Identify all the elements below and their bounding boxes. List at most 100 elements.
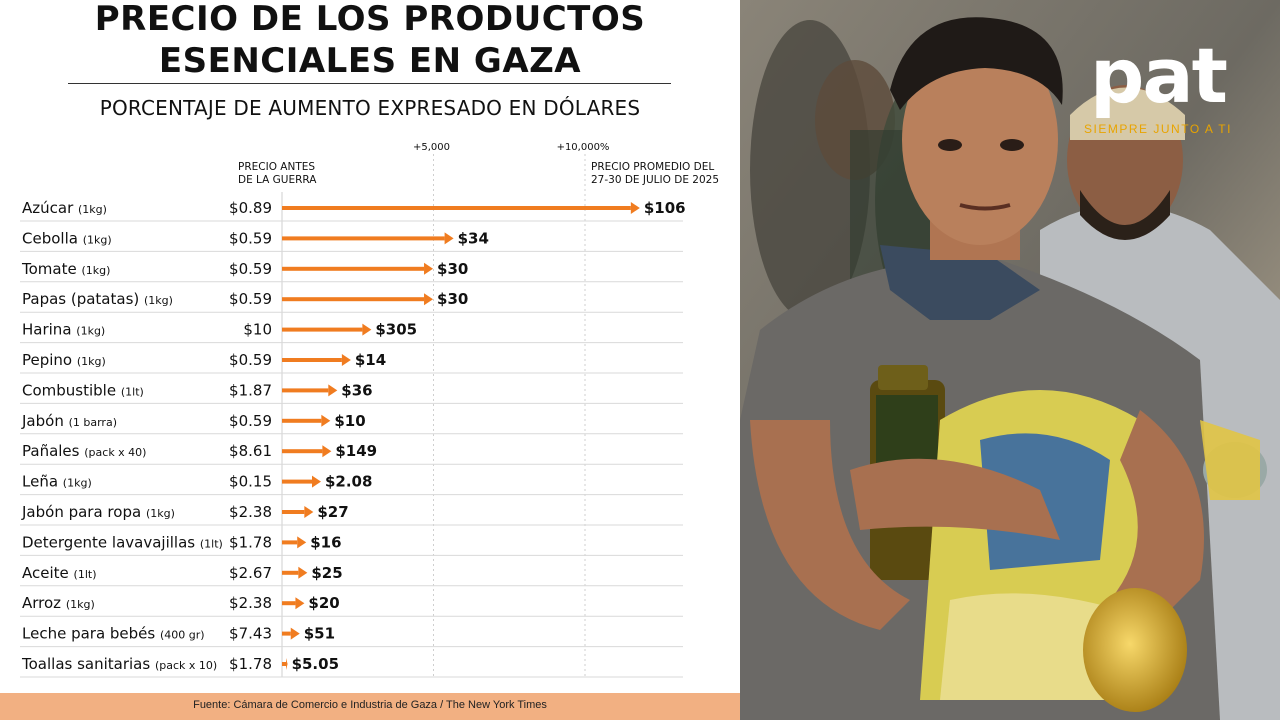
product-name: Arroz — [22, 594, 66, 612]
product-name: Tomate — [21, 260, 81, 278]
product-name: Cebolla — [22, 229, 83, 247]
product-unit: (1kg) — [146, 507, 175, 520]
price-after: $10 — [334, 412, 365, 430]
increase-bar — [282, 297, 425, 302]
product-unit: (1kg) — [78, 203, 107, 216]
increase-arrowhead — [424, 262, 434, 275]
product-unit: (pack x 40) — [84, 446, 146, 459]
product-unit: (1kg) — [83, 233, 112, 246]
increase-bar — [282, 510, 305, 514]
product-name: Detergente lavavajillas — [22, 533, 200, 551]
product-unit: (400 gr) — [160, 629, 205, 642]
row-label: Leche para bebés (400 gr) — [22, 625, 205, 643]
increase-bar — [282, 206, 631, 210]
product-unit: (1lt) — [74, 568, 97, 581]
product-name: Combustible — [22, 381, 121, 399]
price-before: $2.38 — [229, 594, 272, 612]
price-after: $30 — [437, 260, 468, 278]
row-label: Papas (patatas) (1kg) — [22, 290, 173, 308]
row-label: Jabón (1 barra) — [21, 412, 117, 430]
product-unit: (1kg) — [77, 355, 106, 368]
row-label: Aceite (1lt) — [22, 564, 96, 582]
axis-tick-label: +5,000 — [413, 142, 450, 153]
row-label: Leña (1kg) — [22, 473, 92, 491]
photo-panel — [740, 0, 1280, 720]
row-label: Azúcar (1kg) — [22, 199, 107, 217]
source-note: Fuente: Cámara de Comercio e Industria d… — [193, 699, 547, 711]
product-name: Jabón — [21, 412, 69, 430]
row-label: Detergente lavavajillas (1lt) — [22, 533, 223, 551]
increase-arrowhead — [444, 232, 454, 245]
column-header-before: DE LA GUERRA — [238, 174, 317, 186]
product-name: Harina — [22, 321, 76, 339]
row-label: Jabón para ropa (1kg) — [21, 503, 175, 521]
row-label: Combustible (1lt) — [22, 381, 144, 399]
increase-arrowhead — [341, 354, 351, 366]
price-after: $27 — [317, 503, 348, 521]
axis-tick-label: +10,000% — [557, 142, 610, 153]
price-before: $0.59 — [229, 412, 272, 430]
product-unit: (1kg) — [66, 598, 95, 611]
price-after: $2.08 — [325, 473, 372, 491]
source-bar: Fuente: Cámara de Comercio e Industria d… — [0, 693, 740, 720]
product-name: Leña — [22, 473, 63, 491]
increase-arrowhead — [297, 536, 307, 549]
increase-bar — [282, 479, 312, 484]
increase-bar — [282, 266, 425, 271]
product-unit: (1lt) — [200, 537, 223, 550]
increase-arrowhead — [328, 384, 338, 397]
gaza-photo — [740, 0, 1280, 720]
price-before: $2.38 — [229, 503, 272, 521]
increase-bar — [282, 570, 299, 575]
price-after: $14 — [355, 351, 386, 369]
pat-logo: pat SIEMPRE JUNTO A TI — [1078, 38, 1238, 138]
product-name: Jabón para ropa — [21, 503, 146, 521]
price-after: $5.05 — [292, 655, 339, 673]
price-after: $51 — [304, 625, 335, 643]
price-before: $0.59 — [229, 260, 272, 278]
row-label: Toallas sanitarias (pack x 10) — [21, 655, 217, 673]
price-after: $25 — [311, 564, 342, 582]
price-after: $20 — [308, 594, 339, 612]
row-label: Tomate (1kg) — [21, 260, 110, 278]
price-before: $10 — [243, 321, 272, 339]
product-name: Azúcar — [22, 199, 78, 217]
product-name: Leche para bebés — [22, 625, 160, 643]
increase-bar — [282, 388, 329, 393]
price-after: $106 — [644, 199, 686, 217]
increase-bar — [282, 601, 296, 606]
product-name: Papas (patatas) — [22, 290, 144, 308]
row-label: Arroz (1kg) — [22, 594, 95, 612]
column-header-after: 27-30 DE JULIO DE 2025 — [591, 174, 719, 186]
price-before: $7.43 — [229, 625, 272, 643]
increase-bar — [282, 358, 342, 362]
product-unit: (1kg) — [81, 264, 110, 277]
title-divider — [68, 83, 671, 84]
price-before: $8.61 — [229, 442, 272, 460]
product-unit: (1kg) — [144, 294, 173, 307]
increase-arrowhead — [311, 475, 321, 488]
price-before: $1.78 — [229, 533, 272, 551]
increase-arrowhead — [424, 293, 434, 306]
product-unit: (pack x 10) — [155, 659, 217, 672]
price-before: $1.78 — [229, 655, 272, 673]
infographic-panel: PRECIO DE LOS PRODUCTOS ESENCIALES EN GA… — [0, 0, 740, 720]
row-label: Pepino (1kg) — [22, 351, 106, 369]
price-after: $36 — [341, 381, 372, 399]
increase-bar — [282, 662, 286, 666]
price-before: $0.59 — [229, 290, 272, 308]
product-name: Toallas sanitarias — [21, 655, 155, 673]
price-before: $2.67 — [229, 564, 272, 582]
increase-arrowhead — [298, 566, 308, 579]
price-after: $149 — [335, 442, 377, 460]
increase-bar — [282, 327, 363, 332]
increase-arrowhead — [304, 506, 314, 518]
column-header-after: PRECIO PROMEDIO DEL — [591, 161, 714, 173]
product-unit: (1kg) — [63, 477, 92, 490]
price-after: $30 — [437, 290, 468, 308]
chart-title-line-2: ESENCIALES EN GAZA — [158, 41, 582, 81]
increase-arrowhead — [630, 202, 640, 214]
increase-arrowhead — [295, 597, 305, 610]
increase-bar — [282, 236, 445, 241]
